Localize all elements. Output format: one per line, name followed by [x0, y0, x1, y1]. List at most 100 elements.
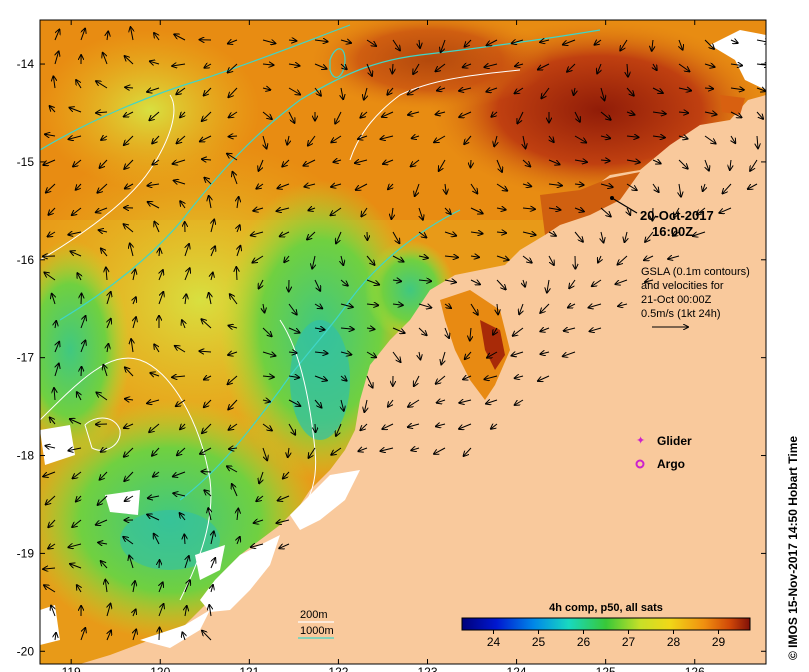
velocity-arrow — [77, 585, 81, 593]
velocity-arrow — [439, 159, 446, 171]
velocity-arrow — [124, 224, 134, 233]
velocity-arrow — [230, 294, 238, 305]
velocity-arrow — [204, 87, 212, 96]
isobath-1000m-label: 1000m — [300, 625, 334, 637]
velocity-arrow — [567, 63, 576, 72]
velocity-arrow — [53, 76, 55, 89]
velocity-arrow — [315, 423, 316, 432]
velocity-arrow — [513, 327, 524, 336]
velocity-arrow — [340, 64, 347, 69]
velocity-arrow — [597, 63, 601, 73]
velocity-arrow — [69, 108, 82, 113]
velocity-arrow — [408, 399, 420, 407]
velocity-arrow — [107, 631, 111, 641]
velocity-arrow — [538, 63, 550, 70]
velocity-arrow — [538, 375, 550, 381]
velocity-arrow — [100, 159, 108, 168]
velocity-arrow — [176, 399, 186, 406]
velocity-arrow — [70, 564, 82, 569]
colorbar-title: 4h comp, p50, all sats — [549, 602, 663, 614]
x-tick-label: 123 — [417, 665, 437, 672]
velocity-arrow — [68, 232, 82, 235]
velocity-arrow — [287, 135, 289, 145]
velocity-arrow — [312, 255, 315, 269]
velocity-arrow — [159, 560, 160, 569]
velocity-arrow — [50, 106, 56, 113]
velocity-arrow — [408, 424, 420, 427]
velocity-arrow — [704, 88, 713, 89]
cloud-patch — [710, 30, 766, 90]
velocity-arrow — [133, 630, 136, 641]
velocity-arrow — [444, 304, 451, 308]
velocity-arrow — [540, 328, 550, 331]
argo-icon — [635, 459, 645, 469]
velocity-arrow — [496, 183, 507, 191]
velocity-arrow — [280, 231, 290, 236]
gsla-line-2: and velocities for — [641, 280, 724, 292]
velocity-arrow — [185, 294, 186, 305]
velocity-arrow — [209, 293, 211, 305]
velocity-arrow — [392, 255, 404, 262]
velocity-arrow — [341, 399, 344, 411]
velocity-arrow — [340, 304, 353, 307]
velocity-arrow — [125, 56, 134, 65]
velocity-arrow — [227, 466, 238, 473]
velocity-arrow — [341, 87, 343, 99]
velocity-arrow — [228, 399, 238, 409]
velocity-arrow — [678, 88, 691, 91]
velocity-arrow — [522, 255, 532, 263]
velocity-arrow — [228, 63, 238, 73]
plot-border — [39, 19, 767, 665]
velocity-arrow — [366, 63, 372, 76]
velocity-arrow — [184, 580, 190, 593]
velocity-arrow — [252, 255, 264, 263]
velocity-arrow — [185, 556, 189, 569]
cloud-patch — [40, 425, 75, 465]
velocity-arrow — [704, 39, 714, 49]
velocity-arrow — [124, 111, 134, 117]
velocity-arrow — [618, 304, 628, 306]
velocity-arrow — [80, 628, 85, 641]
velocity-arrow — [80, 316, 86, 329]
velocity-arrow — [77, 392, 81, 401]
velocity-arrow — [288, 64, 300, 66]
velocity-arrow — [331, 447, 342, 455]
velocity-arrow — [308, 135, 316, 146]
velocity-arrow — [228, 40, 238, 44]
velocity-arrow — [125, 184, 134, 189]
y-tick-label: -16 — [17, 253, 35, 267]
velocity-arrow — [133, 610, 136, 617]
velocity-arrow — [180, 112, 185, 117]
velocity-arrow — [133, 270, 135, 281]
velocity-arrow — [147, 515, 160, 521]
velocity-arrow — [414, 375, 420, 386]
velocity-arrow — [465, 39, 472, 47]
velocity-arrow — [158, 292, 163, 305]
velocity-arrow — [80, 341, 85, 353]
velocity-arrow — [154, 33, 160, 41]
velocity-arrow — [283, 471, 290, 479]
y-tick-label: -18 — [17, 449, 35, 463]
velocity-arrow — [237, 246, 240, 257]
sst-field — [40, 20, 766, 664]
velocity-arrow — [107, 344, 108, 353]
velocity-arrow — [382, 111, 394, 117]
date-label: 20-Oct-2017 — [640, 208, 714, 223]
velocity-arrow — [601, 231, 604, 243]
velocity-arrow — [314, 352, 328, 353]
velocity-arrow — [463, 376, 472, 379]
velocity-arrow — [548, 159, 560, 164]
velocity-arrow — [175, 346, 186, 353]
velocity-arrow — [470, 207, 483, 214]
x-tick-label: 125 — [596, 665, 616, 672]
velocity-arrow — [133, 581, 135, 593]
gsla-line-3: 21-Oct 00:00Z — [641, 294, 712, 306]
velocity-arrow — [418, 280, 431, 281]
velocity-arrow — [174, 34, 186, 41]
velocity-arrow — [445, 183, 446, 194]
velocity-arrow — [496, 279, 506, 289]
x-tick-label: 119 — [62, 665, 81, 672]
velocity-arrow — [464, 135, 472, 144]
velocity-arrow — [125, 367, 134, 377]
velocity-arrow — [598, 255, 601, 263]
